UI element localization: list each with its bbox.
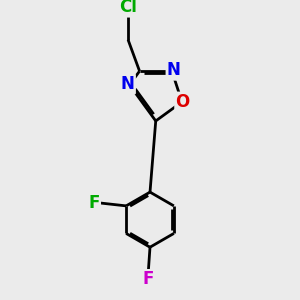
Text: N: N	[167, 61, 181, 79]
Text: F: F	[142, 270, 154, 288]
Text: F: F	[88, 194, 100, 212]
Text: N: N	[121, 75, 135, 93]
Text: Cl: Cl	[119, 0, 137, 16]
Text: O: O	[176, 93, 190, 111]
